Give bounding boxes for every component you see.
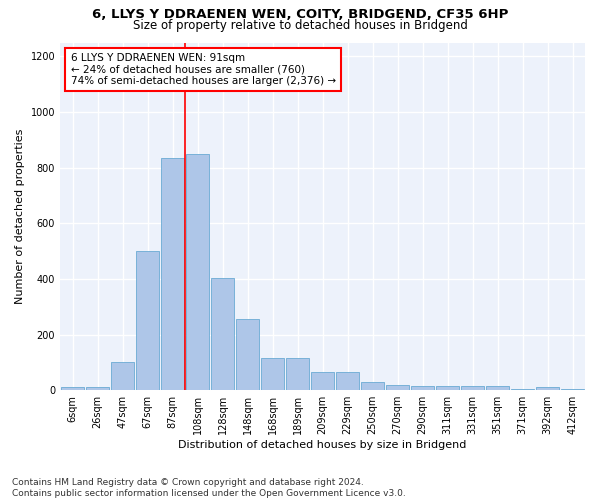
Bar [286, 358, 309, 390]
Bar [61, 388, 84, 390]
Bar [436, 386, 459, 390]
Bar [86, 387, 109, 390]
Bar [136, 251, 159, 390]
Bar [161, 158, 184, 390]
Bar [386, 384, 409, 390]
Bar [336, 372, 359, 390]
Bar [211, 278, 234, 390]
Bar [536, 388, 559, 390]
Bar [361, 382, 384, 390]
Bar [311, 372, 334, 390]
Bar [411, 386, 434, 390]
Bar [236, 320, 259, 390]
Text: 6, LLYS Y DDRAENEN WEN, COITY, BRIDGEND, CF35 6HP: 6, LLYS Y DDRAENEN WEN, COITY, BRIDGEND,… [92, 8, 508, 20]
Text: Contains HM Land Registry data © Crown copyright and database right 2024.
Contai: Contains HM Land Registry data © Crown c… [12, 478, 406, 498]
Bar [261, 358, 284, 390]
Bar [461, 386, 484, 390]
Bar [486, 386, 509, 390]
Y-axis label: Number of detached properties: Number of detached properties [15, 128, 25, 304]
Bar [186, 154, 209, 390]
X-axis label: Distribution of detached houses by size in Bridgend: Distribution of detached houses by size … [178, 440, 467, 450]
Bar [111, 362, 134, 390]
Text: 6 LLYS Y DDRAENEN WEN: 91sqm
← 24% of detached houses are smaller (760)
74% of s: 6 LLYS Y DDRAENEN WEN: 91sqm ← 24% of de… [71, 53, 335, 86]
Text: Size of property relative to detached houses in Bridgend: Size of property relative to detached ho… [133, 19, 467, 32]
